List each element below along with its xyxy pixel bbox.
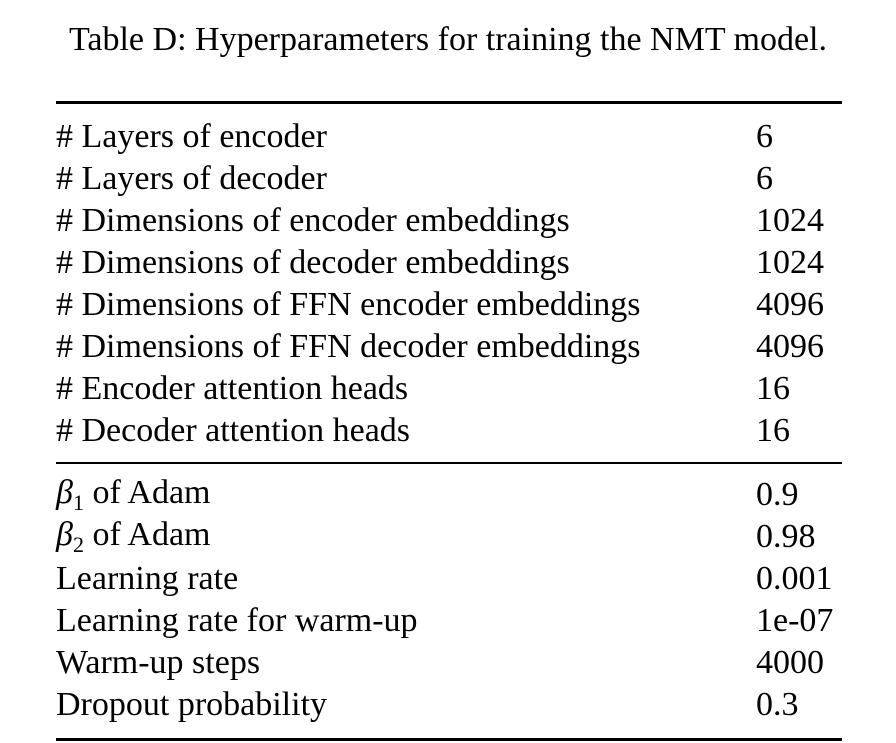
row-value: 0.001 bbox=[756, 560, 833, 597]
beta-symbol: β bbox=[56, 474, 73, 511]
table-row: β2 of Adam 0.98 bbox=[56, 516, 842, 558]
row-label: Dropout probability bbox=[56, 686, 328, 723]
row-value: 6 bbox=[756, 160, 773, 197]
row-value: 4000 bbox=[756, 644, 824, 681]
row-label: # Dimensions of encoder embeddings bbox=[56, 202, 570, 239]
row-label: # Decoder attention heads bbox=[56, 412, 411, 449]
row-value: 16 bbox=[756, 412, 790, 449]
row-label: Learning rate for warm-up bbox=[56, 602, 418, 639]
table-caption: Table D: Hyperparameters for training th… bbox=[69, 21, 827, 58]
row-value: 0.9 bbox=[756, 476, 799, 513]
row-label-text: of Adam bbox=[83, 474, 211, 511]
beta-subscript: 1 bbox=[72, 490, 84, 515]
beta-subscript: 2 bbox=[72, 532, 84, 557]
row-label: # Encoder attention heads bbox=[56, 370, 409, 407]
row-label: # Layers of encoder bbox=[56, 118, 327, 155]
optimizer-group: β1 of Adam 0.9 β2 of Adam 0.98 Learning … bbox=[56, 464, 842, 738]
row-value: 4096 bbox=[756, 286, 824, 323]
row-value: 1024 bbox=[756, 244, 824, 281]
table-row: # Decoder attention heads 16 bbox=[56, 410, 842, 452]
bottom-rule bbox=[56, 738, 842, 741]
row-value: 4096 bbox=[756, 328, 824, 365]
hyperparameter-table: # Layers of encoder 6 # Layers of decode… bbox=[56, 101, 842, 741]
table-row: Warm-up steps 4000 bbox=[56, 642, 842, 684]
beta-symbol: β bbox=[56, 516, 73, 553]
row-label: # Dimensions of FFN encoder embeddings bbox=[56, 286, 641, 323]
table-row: Dropout probability 0.3 bbox=[56, 684, 842, 726]
table-row: # Dimensions of decoder embeddings 1024 bbox=[56, 242, 842, 284]
row-label: Learning rate bbox=[56, 560, 239, 597]
row-label: # Dimensions of decoder embeddings bbox=[56, 244, 570, 281]
row-label: # Dimensions of FFN decoder embeddings bbox=[56, 328, 641, 365]
table-row: # Dimensions of encoder embeddings 1024 bbox=[56, 200, 842, 242]
row-value: 1e-07 bbox=[756, 602, 834, 639]
row-label: # Layers of decoder bbox=[56, 160, 327, 197]
table-row: Learning rate 0.001 bbox=[56, 558, 842, 600]
table-row: β1 of Adam 0.9 bbox=[56, 474, 842, 516]
table-row: # Dimensions of FFN encoder embeddings 4… bbox=[56, 284, 842, 326]
row-value: 0.98 bbox=[756, 518, 816, 555]
table-row: Learning rate for warm-up 1e-07 bbox=[56, 600, 842, 642]
table-row: # Layers of decoder 6 bbox=[56, 158, 842, 200]
table-row: # Dimensions of FFN decoder embeddings 4… bbox=[56, 326, 842, 368]
row-value: 0.3 bbox=[756, 686, 799, 723]
row-label-text: of Adam bbox=[83, 516, 211, 553]
row-label: Warm-up steps bbox=[56, 644, 261, 681]
table-row: # Layers of encoder 6 bbox=[56, 116, 842, 158]
row-label: β1 of Adam bbox=[56, 474, 756, 516]
table-row: # Encoder attention heads 16 bbox=[56, 368, 842, 410]
top-rule bbox=[56, 101, 842, 104]
architecture-group: # Layers of encoder 6 # Layers of decode… bbox=[56, 104, 842, 462]
row-value: 1024 bbox=[756, 202, 824, 239]
row-label: β2 of Adam bbox=[56, 516, 756, 558]
row-value: 16 bbox=[756, 370, 790, 407]
mid-rule bbox=[56, 462, 842, 464]
row-value: 6 bbox=[756, 118, 773, 155]
